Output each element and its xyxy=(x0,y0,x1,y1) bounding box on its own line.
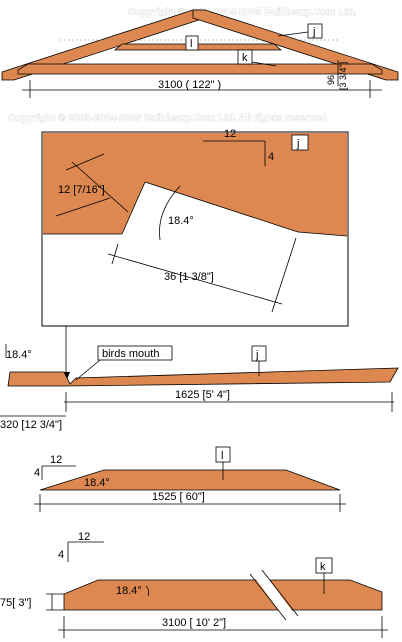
collar-l-section: 12 4 18.4° l 1525 [ 60"] xyxy=(34,446,346,512)
roof-label-k: k xyxy=(242,52,248,64)
roof-truss-section: Copyright © 2003-2004-2005 Buildeazy.Com… xyxy=(1,7,399,98)
birds-mouth-detail: Copyright © 2003-2004-2005 Buildeazy.Com… xyxy=(8,113,349,382)
detail-pitch-run: 12 xyxy=(224,128,236,140)
roof-label-j: j xyxy=(312,26,315,38)
copyright-middle: Copyright © 2003-2004-2005 Buildeazy.Com… xyxy=(8,113,327,124)
detail-angle-label: 18.4° xyxy=(168,215,194,227)
collar-l-pitch-run: 12 xyxy=(50,454,62,466)
copyright-top: Copyright © 2003-2004-2005 Buildeazy.Com… xyxy=(128,7,357,18)
collar-l-label: l xyxy=(221,450,223,462)
right-rafter xyxy=(192,9,399,81)
detail-rafter xyxy=(43,133,347,236)
rafter-j-section: 18.4° birds mouth j 1625 [5' 4"] 320 [12… xyxy=(0,344,399,431)
roof-height-sub-label: [3 3/4"] xyxy=(338,62,348,90)
span-label: 3100 ( 122" ) xyxy=(158,79,221,91)
roof-height-label: 96 xyxy=(326,75,336,85)
leader-j xyxy=(277,31,309,37)
beam-k-height: 75[ 3"] xyxy=(0,597,31,609)
rafter-j-offset: 320 [12 3/4"] xyxy=(0,419,62,431)
rafter-j-label-box xyxy=(251,345,267,362)
beam-k-label: k xyxy=(320,561,326,573)
rafter-j-board xyxy=(7,367,399,387)
beam-k-section: 12 4 18.4° k 75[ 3"] 3100 [ 10' 2"] xyxy=(0,531,388,638)
label-box-j xyxy=(307,23,323,39)
collar-l-pitch-rise: 4 xyxy=(34,467,40,479)
beam-k-board xyxy=(63,579,383,611)
collar-l-length: 1525 [ 60"] xyxy=(152,491,205,503)
collar-l-board xyxy=(39,469,341,491)
beam-k-pitch-run: 12 xyxy=(78,531,90,543)
leader-k xyxy=(251,61,277,67)
rafter-j-length: 1625 [5' 4"] xyxy=(175,389,230,401)
rafter-j-label: j xyxy=(255,349,258,361)
detail-depth-label: 12 [7/16"] xyxy=(58,184,105,196)
birds-mouth-label: birds mouth xyxy=(102,348,159,360)
beam-k-pitch-rise: 4 xyxy=(58,549,64,561)
collar-l-angle: 18.4° xyxy=(84,477,110,489)
bottom-beam xyxy=(17,63,383,75)
label-box-l xyxy=(185,35,199,51)
label-box-k xyxy=(237,49,253,65)
beam-k-angle: 18.4° xyxy=(116,585,142,597)
beam-k-length: 3100 [ 10' 2"] xyxy=(162,617,226,629)
rafter-j-angle: 18.4° xyxy=(6,349,32,361)
birds-mouth-box xyxy=(97,345,173,361)
detail-rafter-label: j xyxy=(296,138,299,150)
detail-seat-label: 36 [1 3/8"] xyxy=(164,271,214,283)
roof-label-l: l xyxy=(190,38,192,50)
detail-pitch-rise: 4 xyxy=(268,151,274,163)
detail-label-box xyxy=(291,134,309,151)
beam-k-break xyxy=(252,570,296,620)
